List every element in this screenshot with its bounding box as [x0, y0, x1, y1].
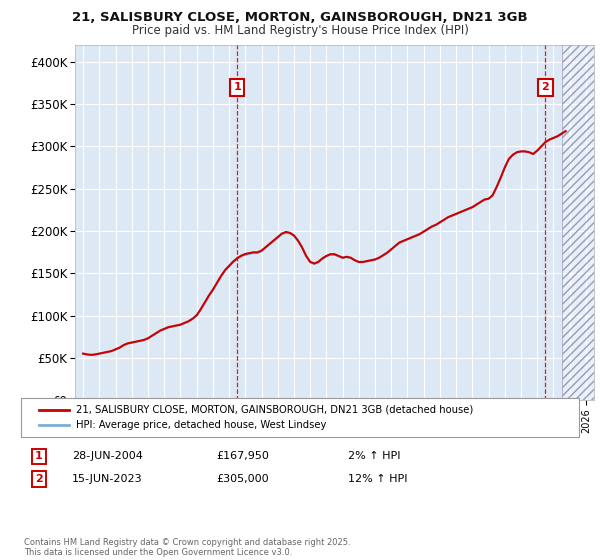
Text: £167,950: £167,950: [216, 451, 269, 461]
Bar: [562, 45, 594, 400]
Text: 21, SALISBURY CLOSE, MORTON, GAINSBOROUGH, DN21 3GB: 21, SALISBURY CLOSE, MORTON, GAINSBOROUG…: [72, 11, 528, 24]
Text: 2: 2: [541, 82, 549, 92]
Text: 28-JUN-2004: 28-JUN-2004: [72, 451, 143, 461]
Text: 15-JUN-2023: 15-JUN-2023: [72, 474, 143, 484]
Text: Contains HM Land Registry data © Crown copyright and database right 2025.
This d: Contains HM Land Registry data © Crown c…: [24, 538, 350, 557]
Text: 1: 1: [233, 82, 241, 92]
Text: 21, SALISBURY CLOSE, MORTON, GAINSBOROUGH, DN21 3GB (detached house): 21, SALISBURY CLOSE, MORTON, GAINSBOROUG…: [76, 405, 473, 415]
Text: 2: 2: [35, 474, 43, 484]
Text: HPI: Average price, detached house, West Lindsey: HPI: Average price, detached house, West…: [76, 419, 326, 430]
Text: 12% ↑ HPI: 12% ↑ HPI: [348, 474, 407, 484]
Text: Price paid vs. HM Land Registry's House Price Index (HPI): Price paid vs. HM Land Registry's House …: [131, 24, 469, 36]
Text: 1: 1: [35, 451, 43, 461]
Text: 2% ↑ HPI: 2% ↑ HPI: [348, 451, 401, 461]
Bar: [562, 45, 594, 400]
Text: £305,000: £305,000: [216, 474, 269, 484]
